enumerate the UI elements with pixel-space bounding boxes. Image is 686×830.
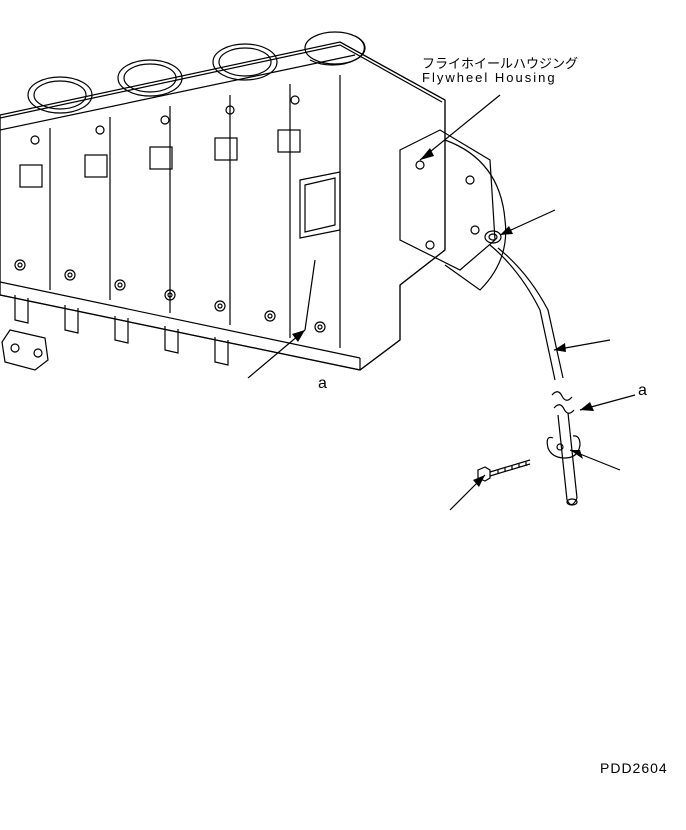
clamp-leader — [570, 450, 620, 470]
technical-diagram: フライホイールハウジング Flywheel Housing a a PDD260… — [0, 0, 686, 830]
drawing-id-label: PDD2604 — [600, 760, 668, 776]
engine-block-drawing — [0, 0, 686, 830]
reference-mark-a2: a — [638, 382, 647, 400]
reference-arrow-a2 — [580, 395, 635, 411]
flywheel-label-arrow — [420, 95, 500, 160]
mounting-bolt — [478, 460, 530, 481]
dipstick-tube — [485, 231, 580, 505]
reference-mark-a1: a — [318, 375, 327, 393]
bolt-leader — [450, 475, 485, 510]
tube-leader-2 — [554, 340, 610, 352]
reference-arrow-a1 — [248, 260, 315, 378]
tube-leader-1 — [500, 210, 555, 235]
flywheel-housing-label-en: Flywheel Housing — [422, 70, 557, 85]
